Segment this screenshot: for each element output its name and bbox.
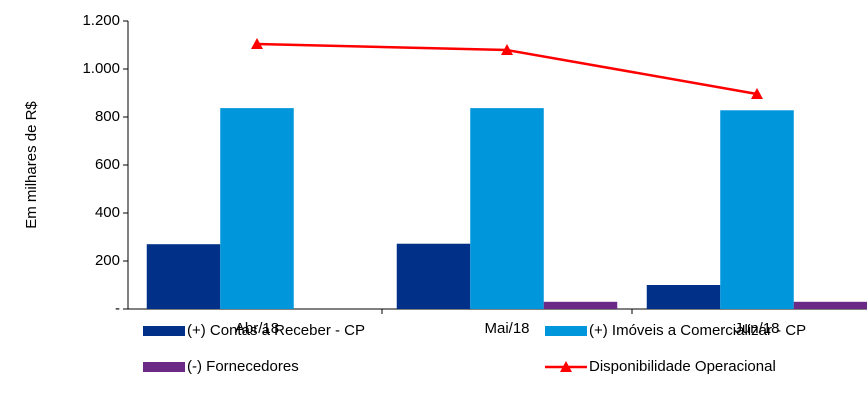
marker xyxy=(501,44,513,56)
y-tick-label: 200 xyxy=(95,252,120,269)
x-tick-label: Jun/18 xyxy=(734,320,779,337)
legend-label: Disponibilidade Operacional xyxy=(589,358,776,375)
y-tick-label: 1.200 xyxy=(82,12,120,29)
bar xyxy=(720,110,794,309)
bar xyxy=(220,108,294,310)
bar xyxy=(396,243,471,309)
marker xyxy=(751,87,763,99)
y-tick-label: 400 xyxy=(95,204,120,221)
legend-label: (-) Fornecedores xyxy=(187,358,299,375)
y-tick-label: 600 xyxy=(95,156,120,173)
bar xyxy=(543,301,618,309)
x-tick-label: Abr/18 xyxy=(235,320,279,337)
y-axis-label: Em milhares de R$ xyxy=(23,101,40,229)
y-tick-label: - xyxy=(115,300,120,317)
bar xyxy=(146,244,221,309)
marker xyxy=(251,38,263,50)
y-tick-label: 1.000 xyxy=(82,60,120,77)
legend-marker xyxy=(560,361,572,372)
legend-label: (+) Imóveis a Comercializar - CP xyxy=(589,322,806,339)
bar xyxy=(470,108,544,310)
legend-label: (+) Contas a Receber - CP xyxy=(187,322,365,339)
bar xyxy=(793,301,867,309)
legend-swatch xyxy=(143,362,185,372)
x-tick-label: Mai/18 xyxy=(484,320,529,337)
legend-swatch xyxy=(545,326,587,336)
bar xyxy=(646,285,721,309)
y-tick-label: 800 xyxy=(95,108,120,125)
legend-swatch xyxy=(143,326,185,336)
